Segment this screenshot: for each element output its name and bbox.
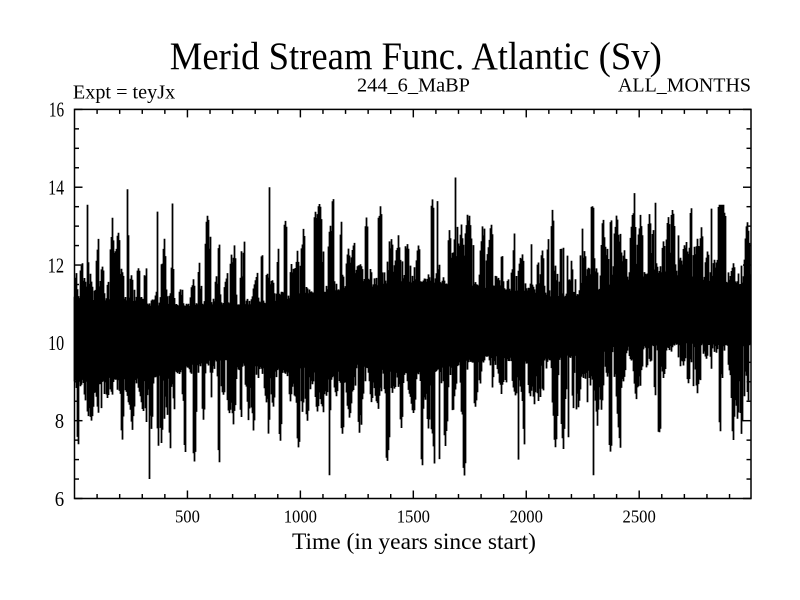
svg-text:500: 500: [175, 506, 200, 526]
svg-text:244_6_MaBP: 244_6_MaBP: [357, 74, 470, 96]
svg-text:Time (in years since start): Time (in years since start): [292, 529, 536, 554]
svg-text:2500: 2500: [623, 506, 656, 526]
svg-text:ALL_MONTHS: ALL_MONTHS: [618, 75, 751, 97]
svg-text:Expt = teyJx: Expt = teyJx: [73, 82, 175, 104]
svg-text:1500: 1500: [397, 506, 430, 526]
svg-text:6: 6: [55, 487, 64, 511]
svg-text:10: 10: [48, 331, 64, 355]
svg-text:14: 14: [48, 176, 64, 200]
svg-text:12: 12: [48, 253, 65, 277]
svg-text:2000: 2000: [510, 506, 543, 526]
svg-text:1000: 1000: [284, 506, 317, 526]
svg-text:Merid Stream Func. Atlantic (S: Merid Stream Func. Atlantic (Sv): [170, 35, 662, 78]
svg-text:8: 8: [55, 409, 64, 433]
svg-text:16: 16: [49, 98, 64, 122]
